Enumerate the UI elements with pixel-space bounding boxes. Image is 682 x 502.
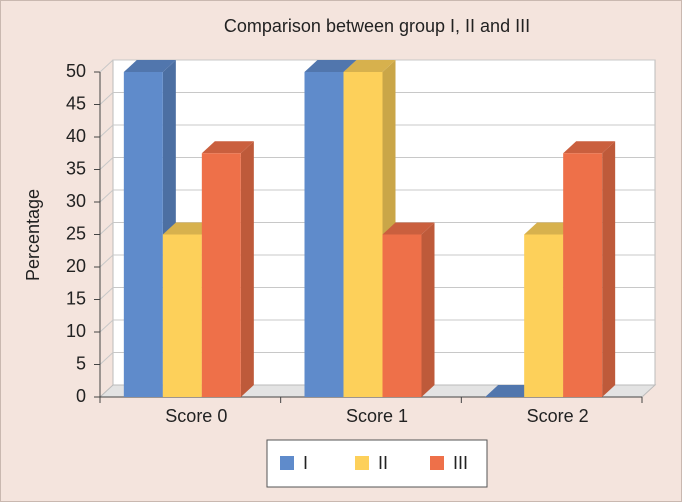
y-tick-label: 5 (76, 353, 86, 373)
x-tick-label: Score 0 (165, 406, 227, 426)
y-tick-label: 20 (66, 256, 86, 276)
legend (266, 439, 488, 488)
bar (343, 72, 383, 397)
grid-line (99, 222, 114, 235)
bar-top (563, 141, 616, 154)
y-tick-label: 10 (66, 321, 86, 341)
bar-top (343, 60, 396, 72)
grid-line (99, 189, 114, 203)
x-tick-label: Score 2 (527, 406, 589, 426)
bar-top (382, 222, 435, 235)
y-tick-label: 30 (66, 191, 86, 211)
legend-label: I (303, 453, 308, 473)
bar-top (304, 60, 357, 72)
grid-line (99, 59, 114, 73)
grid-line (99, 352, 114, 365)
y-tick-label: 50 (66, 61, 86, 81)
bar (524, 234, 564, 397)
grid-line (99, 319, 114, 333)
legend-swatch (280, 456, 294, 470)
bar-top (123, 60, 176, 72)
bar (162, 234, 202, 397)
grid-line (99, 124, 114, 138)
legend-swatch (430, 456, 444, 470)
bar (201, 153, 241, 397)
y-axis-label: Percentage (23, 189, 43, 281)
grid-line (99, 254, 114, 268)
bar-side (602, 141, 616, 397)
bar (382, 234, 422, 397)
grid-line (99, 157, 114, 170)
y-tick-label: 0 (76, 386, 86, 406)
y-tick-label: 40 (66, 126, 86, 146)
legend-label: II (378, 453, 388, 473)
y-tick-label: 45 (66, 93, 86, 113)
legend-label: III (453, 453, 468, 473)
grid-line (99, 92, 114, 105)
grid-line (99, 287, 114, 300)
legend-swatch (355, 456, 369, 470)
bar (304, 72, 344, 397)
bar-side (240, 141, 254, 397)
bar (563, 153, 603, 397)
bar-top (201, 141, 254, 154)
bar-side (421, 222, 435, 397)
bar (123, 72, 163, 397)
chart-title: Comparison between group I, II and III (224, 16, 530, 36)
y-tick-label: 35 (66, 158, 86, 178)
y-tick-label: 15 (66, 288, 86, 308)
y-tick-label: 25 (66, 223, 86, 243)
x-tick-label: Score 1 (346, 406, 408, 426)
